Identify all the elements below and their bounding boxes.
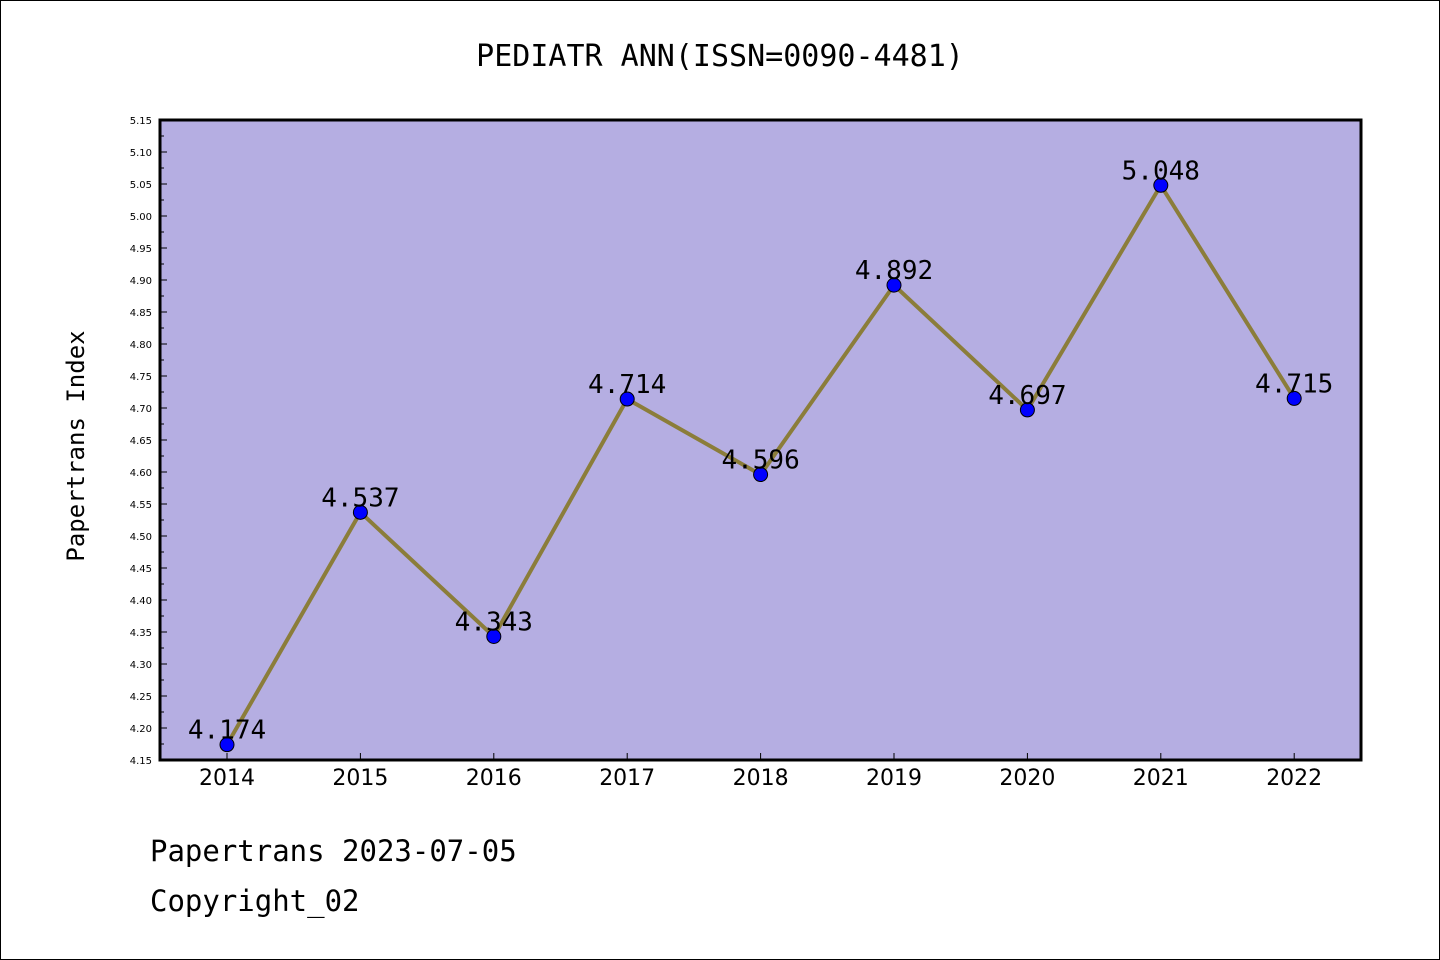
x-axis: 2014 2015 2016 2017 2018 2019 2020 2021 2022 <box>199 753 1322 791</box>
y-tick-label: 4.45 <box>130 564 152 575</box>
data-label: 4.715 <box>1255 369 1333 399</box>
plot-area <box>158 118 1363 762</box>
y-tick-label: 4.75 <box>130 372 152 383</box>
y-tick-label: 4.65 <box>130 436 152 447</box>
data-point <box>219 737 235 753</box>
y-tick-label: 5.05 <box>130 180 152 191</box>
data-point <box>1286 390 1302 406</box>
data-label: 4.714 <box>588 370 666 400</box>
x-tick-label: 2021 <box>1133 766 1189 791</box>
y-tick-label: 4.40 <box>130 596 152 607</box>
data-label: 4.537 <box>321 483 399 513</box>
chart-title: PEDIATR ANN(ISSN=0090-4481) <box>476 39 964 74</box>
y-tick-label: 4.50 <box>130 532 152 543</box>
y-tick-label: 5.15 <box>130 116 152 127</box>
y-tick-label: 5.00 <box>130 212 152 223</box>
data-point <box>1019 402 1035 418</box>
x-tick-label: 2019 <box>866 766 922 791</box>
data-markers <box>219 177 1302 753</box>
y-tick-label: 4.80 <box>130 340 152 351</box>
y-tick-label: 4.30 <box>130 660 152 671</box>
data-label: 4.596 <box>721 446 799 476</box>
y-tick-label: 4.55 <box>130 500 152 511</box>
x-tick-label: 2016 <box>466 766 522 791</box>
data-point <box>1153 177 1169 193</box>
y-tick-label: 4.35 <box>130 628 152 639</box>
data-point <box>486 628 502 644</box>
data-label: 4.343 <box>455 607 533 637</box>
data-point <box>619 391 635 407</box>
data-label: 4.892 <box>855 256 933 286</box>
footer-copyright: Copyright_02 <box>150 884 360 918</box>
y-axis: 4.15 4.20 4.25 4.30 4.35 4.40 4.45 4.50 4.55 4.60… <box>130 116 167 767</box>
y-axis-label: Papertrans Index <box>62 330 90 561</box>
data-labels: 4.174 4.537 4.343 4.714 4.596 4.892 4.697 5.048… <box>188 156 1333 745</box>
y-tick-label: 5.10 <box>130 148 152 159</box>
y-tick-label: 4.60 <box>130 468 152 479</box>
y-tick-label: 4.15 <box>130 756 152 767</box>
y-tick-label: 4.70 <box>130 404 152 415</box>
x-tick-label: 2014 <box>199 766 255 791</box>
x-tick-label: 2015 <box>332 766 388 791</box>
y-tick-label: 4.90 <box>130 276 152 287</box>
footer-date: Papertrans 2023-07-05 <box>150 834 517 868</box>
data-point <box>352 504 368 520</box>
x-tick-label: 2018 <box>733 766 789 791</box>
y-tick-label: 4.20 <box>130 724 152 735</box>
data-label: 5.048 <box>1122 156 1200 186</box>
data-label: 4.174 <box>188 716 266 746</box>
y-tick-label: 4.95 <box>130 244 152 255</box>
y-tick-label: 4.25 <box>130 692 152 703</box>
y-tick-label: 4.85 <box>130 308 152 319</box>
data-point <box>753 467 769 483</box>
x-tick-label: 2022 <box>1266 766 1322 791</box>
data-point <box>886 277 902 293</box>
x-tick-label: 2017 <box>599 766 655 791</box>
data-label: 4.697 <box>988 381 1066 411</box>
x-tick-label: 2020 <box>999 766 1055 791</box>
